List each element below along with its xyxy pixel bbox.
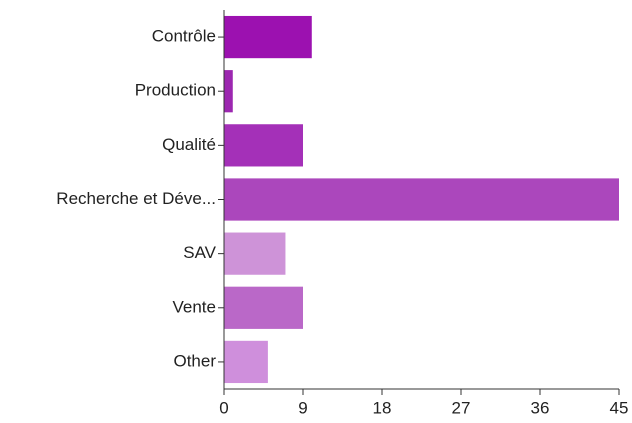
y-tick-label: Qualité: [162, 135, 216, 154]
bar: [224, 15, 312, 59]
x-tick-label: 45: [610, 398, 629, 417]
bar: [224, 286, 303, 329]
bar: [224, 70, 233, 113]
bar: [224, 340, 268, 384]
x-tick-label: 9: [298, 398, 307, 417]
x-tick-label: 36: [531, 398, 550, 417]
y-tick-label: Production: [135, 81, 216, 100]
y-tick-label: Recherche et Déve...: [56, 189, 216, 208]
bar: [224, 178, 619, 221]
y-tick-label: Contrôle: [152, 27, 216, 46]
bar: [224, 232, 286, 275]
y-tick-label: Vente: [173, 297, 217, 316]
y-tick-label: SAV: [183, 243, 216, 262]
x-tick-label: 18: [373, 398, 392, 417]
x-tick-label: 27: [452, 398, 471, 417]
bar: [224, 124, 303, 167]
y-tick-label: Other: [173, 351, 216, 370]
x-tick-label: 0: [219, 398, 228, 417]
